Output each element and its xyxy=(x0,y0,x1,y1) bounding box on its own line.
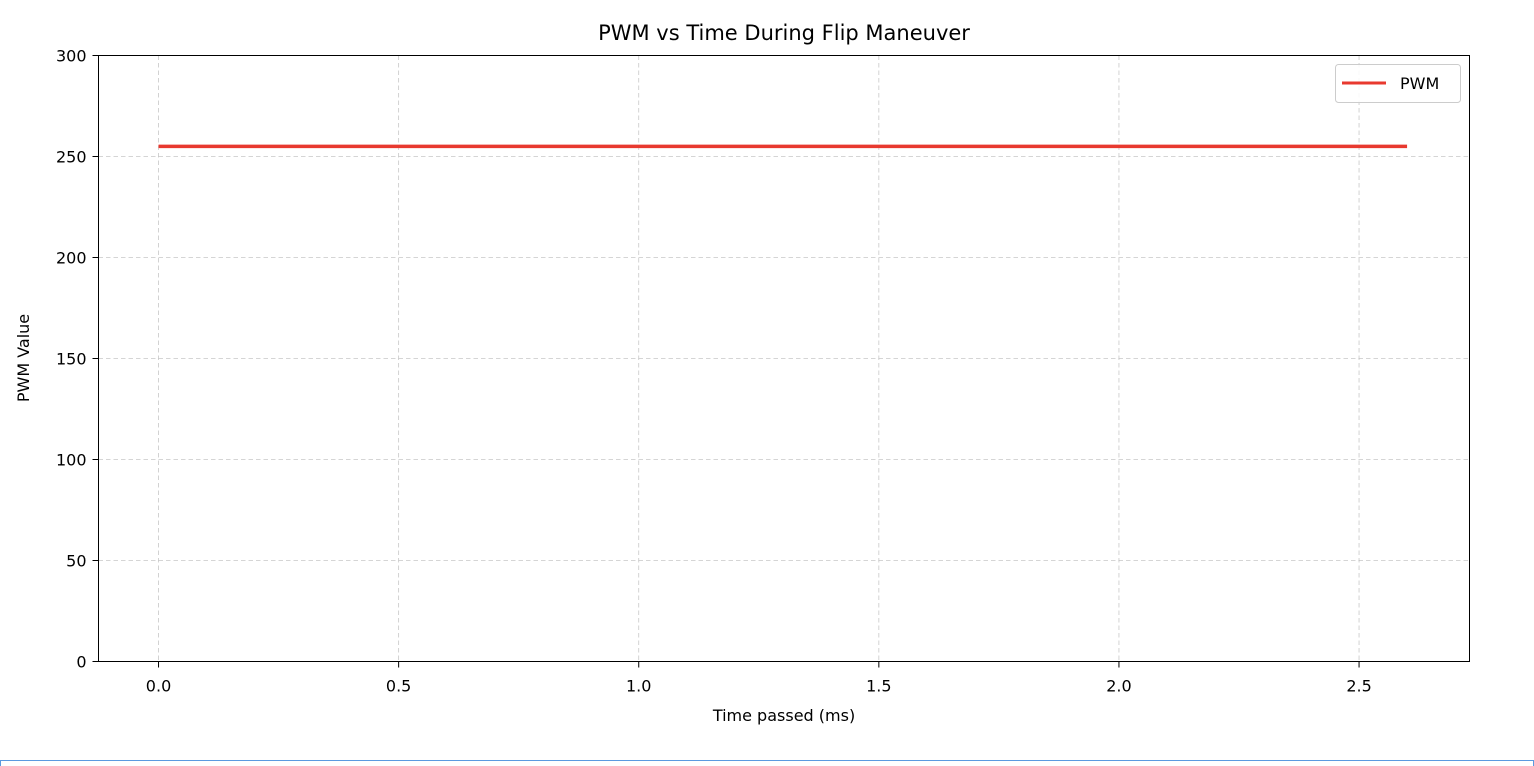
y-ticks: 0 50 100 150 200 250 300 xyxy=(56,47,99,672)
legend-label-pwm: PWM xyxy=(1400,74,1439,93)
y-tick-label: 150 xyxy=(56,350,87,369)
y-tick-label: 50 xyxy=(66,552,86,571)
x-tick-label: 2.5 xyxy=(1346,677,1371,696)
y-axis-label: PWM Value xyxy=(14,314,33,402)
y-tick-label: 0 xyxy=(76,653,86,672)
x-tick-label: 0.0 xyxy=(146,677,171,696)
x-tick-label: 1.0 xyxy=(626,677,651,696)
y-tick-label: 300 xyxy=(56,47,87,66)
x-ticks: 0.0 0.5 1.0 1.5 2.0 2.5 xyxy=(146,661,1372,696)
legend: PWM xyxy=(1335,64,1461,103)
x-tick-label: 1.5 xyxy=(866,677,891,696)
x-tick-label: 0.5 xyxy=(386,677,411,696)
legend-box xyxy=(1335,64,1461,103)
x-axis-label: Time passed (ms) xyxy=(712,706,855,725)
x-tick-label: 2.0 xyxy=(1106,677,1131,696)
y-tick-label: 200 xyxy=(56,249,87,268)
y-tick-label: 250 xyxy=(56,148,87,167)
y-tick-label: 100 xyxy=(56,451,87,470)
notebook-cell-border xyxy=(0,760,1534,766)
chart-title: PWM vs Time During Flip Maneuver xyxy=(598,21,970,45)
